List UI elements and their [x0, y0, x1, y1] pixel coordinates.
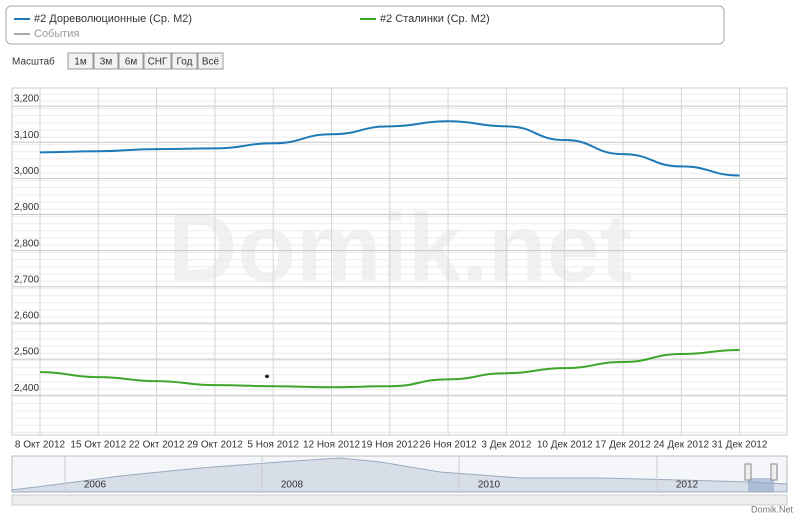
- zoom-button[interactable]: [118, 52, 144, 70]
- zoom-button[interactable]: [197, 52, 224, 70]
- footer: Domik.Net: [751, 504, 794, 514]
- plot-area: [11, 87, 788, 436]
- legend-label[interactable]: #2 Дореволюционные (Ср. М2): [34, 13, 192, 25]
- x-tick-label: 8 Окт 2012: [15, 440, 66, 451]
- y-tick-label: 3,100: [14, 130, 39, 141]
- navigator-year: 2006: [84, 480, 107, 491]
- navigator-window[interactable]: [748, 478, 774, 492]
- x-tick-label: 17 Дек 2012: [595, 440, 651, 451]
- y-tick-label: 2,800: [14, 238, 39, 249]
- navigator-year: 2012: [676, 480, 699, 491]
- scrollbar[interactable]: [11, 494, 788, 506]
- legend-label[interactable]: #2 Сталинки (Ср. М2): [380, 13, 490, 25]
- navigator-handle[interactable]: [770, 463, 778, 481]
- series-line: [39, 349, 740, 389]
- zoom-button-label[interactable]: 3м: [100, 57, 113, 68]
- navigator-handle[interactable]: [744, 463, 752, 481]
- x-tick-label: 29 Окт 2012: [187, 440, 243, 451]
- zoom-button-label[interactable]: 6м: [125, 57, 138, 68]
- x-tick-label: 12 Ноя 2012: [303, 440, 361, 451]
- x-tick-label: 26 Ноя 2012: [420, 440, 478, 451]
- zoom-button[interactable]: [143, 52, 172, 70]
- y-tick-label: 2,400: [14, 383, 39, 394]
- x-tick-label: 19 Ноя 2012: [361, 440, 419, 451]
- x-tick-label: 10 Дек 2012: [537, 440, 593, 451]
- zoom-button-label[interactable]: 1м: [74, 57, 87, 68]
- zoom-button-label[interactable]: Год: [177, 57, 193, 68]
- navigator-year: 2008: [281, 480, 304, 491]
- navigator-area: [11, 457, 788, 493]
- legend-box: [5, 5, 725, 45]
- x-tick-label: 22 Окт 2012: [129, 440, 185, 451]
- zoom-button[interactable]: [171, 52, 198, 70]
- navigator-year: 2010: [478, 480, 501, 491]
- zoom-button-label[interactable]: Всё: [202, 57, 220, 68]
- zoom-button-label[interactable]: СНГ: [148, 57, 168, 68]
- y-tick-label: 2,600: [14, 311, 39, 322]
- x-tick-label: 5 Ноя 2012: [247, 440, 299, 451]
- zoom-button[interactable]: [93, 52, 119, 70]
- y-tick-label: 2,500: [14, 347, 39, 358]
- x-tick-label: 3 Дек 2012: [481, 440, 532, 451]
- watermark: Domik.net: [168, 194, 632, 301]
- y-tick-label: 3,200: [14, 94, 39, 105]
- y-tick-label: 2,900: [14, 202, 39, 213]
- series-line: [39, 120, 740, 177]
- x-tick-label: 15 Окт 2012: [70, 440, 126, 451]
- zoom-label: Масштаб: [12, 56, 55, 68]
- legend-label[interactable]: События: [34, 28, 79, 40]
- x-tick-label: 31 Дек 2012: [712, 440, 768, 451]
- y-tick-label: 2,700: [14, 274, 39, 285]
- x-tick-label: 24 Дек 2012: [653, 440, 709, 451]
- y-tick-label: 3,000: [14, 166, 39, 177]
- zoom-button[interactable]: [67, 52, 94, 70]
